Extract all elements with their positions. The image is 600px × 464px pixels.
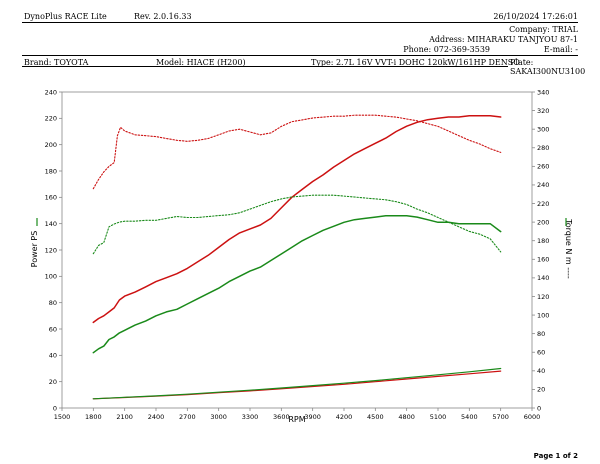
left-tick-label: 40 xyxy=(49,352,57,360)
page-indicator: Page 1 of 2 xyxy=(533,452,578,460)
vehicle-model: Model: HIACE (H200) xyxy=(156,58,246,67)
red-right-dotted-line xyxy=(92,114,502,190)
x-tick-label: 2400 xyxy=(148,413,165,421)
right-tick-label: 60 xyxy=(537,349,545,357)
x-tick-label: 1800 xyxy=(85,413,102,421)
chart-tick-labels: 1500 1800 2100 2400 2700 3000 3300 3600 3900 4200… xyxy=(45,88,550,421)
right-tick-label: 220 xyxy=(537,200,549,208)
red-left-solid-line xyxy=(92,114,502,324)
left-tick-label: 120 xyxy=(45,246,57,254)
x-tick-label: 2700 xyxy=(179,413,196,421)
green-left-solid-thin-line xyxy=(92,367,502,400)
green-right-dotted-line xyxy=(92,194,502,255)
plate-value: SAKAI300NU3100 xyxy=(510,67,586,76)
right-tick-label: 300 xyxy=(537,125,549,133)
right-tick-label: 120 xyxy=(537,293,549,301)
right-tick-label: 260 xyxy=(537,163,549,171)
right-tick-label: 280 xyxy=(537,144,549,152)
chart-series xyxy=(92,114,502,400)
x-tick-label: 5400 xyxy=(461,413,478,421)
x-axis-label: RPM xyxy=(288,415,305,424)
green-left-solid-line xyxy=(92,215,502,354)
right-tick-label: 340 xyxy=(537,88,549,96)
right-tick-label: 100 xyxy=(537,311,549,319)
right-tick-label: 20 xyxy=(537,386,545,394)
right-tick-label: 40 xyxy=(537,367,545,375)
company-address: Address: MIHARAKU TANJYOU 87-1 xyxy=(429,35,578,44)
x-tick-label: 3300 xyxy=(242,413,259,421)
x-tick-label: 3900 xyxy=(304,413,321,421)
right-tick-label: 320 xyxy=(537,107,549,115)
x-tick-label: 5100 xyxy=(430,413,447,421)
spec-divider-top xyxy=(22,55,578,56)
left-axis-label: Power PS xyxy=(30,231,39,268)
company-phone: Phone: 072-369-3539 xyxy=(403,45,490,54)
x-tick-label: 6000 xyxy=(524,413,541,421)
left-tick-label: 140 xyxy=(45,220,57,228)
x-tick-label: 1500 xyxy=(54,413,71,421)
chart-axes xyxy=(59,91,535,411)
left-tick-label: 0 xyxy=(53,404,57,412)
right-tick-label: 140 xyxy=(537,274,549,282)
x-tick-label: 4200 xyxy=(336,413,353,421)
plot-area xyxy=(61,91,533,409)
left-tick-label: 220 xyxy=(45,115,57,123)
right-tick-label: 240 xyxy=(537,181,549,189)
report-datetime: 26/10/2024 17:26:01 xyxy=(493,12,578,21)
dyno-chart: 1500 1800 2100 2400 2700 3000 3300 3600 3900 4200… xyxy=(30,88,573,424)
x-tick-label: 4500 xyxy=(367,413,384,421)
vehicle-brand: Brand: TOYOTA xyxy=(24,58,89,67)
x-tick-label: 4800 xyxy=(398,413,415,421)
company-email: E-mail: - xyxy=(543,45,578,54)
company-name: Company: TRIAL xyxy=(509,25,578,34)
left-tick-label: 180 xyxy=(45,167,57,175)
x-tick-label: 2100 xyxy=(116,413,133,421)
vehicle-type: Type: 2.7L 16V VVT-i DOHC 120kW/161HP DE… xyxy=(311,58,520,67)
app-name: DynoPlus RACE Lite xyxy=(24,12,107,21)
x-tick-label: 3000 xyxy=(210,413,227,421)
plate-label: Plate: xyxy=(510,58,534,67)
spec-divider-bottom xyxy=(22,66,508,67)
right-tick-label: 160 xyxy=(537,256,549,264)
right-axis-label: Torque N m ---- xyxy=(564,218,573,279)
left-tick-label: 60 xyxy=(49,325,57,333)
x-tick-label: 5700 xyxy=(492,413,509,421)
right-tick-label: 200 xyxy=(537,218,549,226)
right-tick-label: 0 xyxy=(537,404,541,412)
header-divider xyxy=(22,22,578,23)
x-tick-label: 3600 xyxy=(273,413,290,421)
left-tick-label: 240 xyxy=(45,88,57,96)
right-tick-label: 180 xyxy=(537,237,549,245)
left-tick-label: 160 xyxy=(45,194,57,202)
left-tick-label: 20 xyxy=(49,378,57,386)
app-revision: Rev. 2.0.16.33 xyxy=(134,12,192,21)
right-tick-label: 80 xyxy=(537,330,545,338)
left-tick-label: 200 xyxy=(45,141,57,149)
left-tick-label: 80 xyxy=(49,299,57,307)
left-tick-label: 100 xyxy=(45,273,57,281)
